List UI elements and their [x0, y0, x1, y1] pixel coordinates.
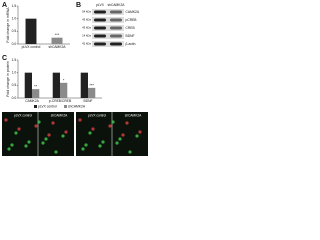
bar — [51, 37, 63, 44]
y-tick-label: 1.5 — [12, 58, 17, 62]
cell — [64, 130, 68, 134]
cell — [37, 120, 41, 124]
blot-row-label: CREB — [126, 26, 136, 30]
cell — [34, 124, 38, 128]
cell — [88, 131, 92, 135]
image-label: shCAMK2A — [125, 113, 142, 117]
blot-strip — [92, 41, 124, 47]
cell — [81, 147, 85, 151]
y-axis-label: Fold change in mRNA — [6, 7, 10, 43]
blot-size: 42 kDa — [82, 42, 91, 46]
cell — [51, 121, 55, 125]
x-tick-label: p-CREB/CREB — [49, 99, 72, 103]
blot-header: shCAMK2A — [107, 3, 125, 7]
blot-row-label: CAMK2A — [126, 10, 140, 14]
band — [94, 26, 106, 30]
cell — [10, 143, 14, 147]
band — [94, 18, 106, 22]
bar — [24, 72, 32, 98]
blot-size: 54 kDa — [82, 10, 91, 14]
cell — [47, 133, 51, 137]
y-tick-label: 0.0 — [12, 96, 17, 100]
cell — [78, 118, 82, 122]
bar — [32, 89, 40, 98]
cell — [128, 150, 132, 154]
significance: * — [63, 78, 65, 82]
cell — [98, 144, 102, 148]
cell — [7, 147, 11, 151]
bar — [25, 18, 37, 44]
significance: *** — [89, 83, 94, 87]
band — [94, 34, 106, 38]
blot-strip — [92, 33, 124, 39]
cell — [111, 120, 115, 124]
band — [94, 42, 106, 46]
y-tick-label: 1.0 — [12, 71, 17, 75]
band — [110, 34, 122, 38]
x-tick-label: BDNF — [84, 99, 93, 103]
bar — [60, 82, 68, 98]
y-tick-label: 1.5 — [12, 4, 17, 8]
legend-swatch — [64, 105, 67, 108]
y-tick-label: 0.5 — [12, 83, 17, 87]
y-tick-label: 0.5 — [12, 29, 17, 33]
cell — [101, 140, 105, 144]
y-tick-label: 0.0 — [12, 42, 17, 46]
cell — [121, 133, 125, 137]
cell — [24, 144, 28, 148]
significance: ** — [34, 85, 37, 89]
panel-label: B — [76, 2, 81, 9]
bar — [88, 87, 96, 98]
cell — [115, 141, 119, 145]
x-tick-label: CAMK2A — [25, 99, 39, 103]
cell — [125, 121, 129, 125]
cell — [138, 130, 142, 134]
blot-size: 14 kDa — [82, 34, 91, 38]
panel-label: C — [2, 55, 7, 62]
cell — [118, 137, 122, 141]
image-label: shCAMK2A — [51, 113, 68, 117]
x-tick-label: shCAMK2A — [48, 45, 66, 49]
band — [94, 10, 106, 14]
image-label: pLVX control — [88, 113, 106, 117]
blot-header: pLVX — [96, 3, 105, 7]
legend-label: shCAMK2A — [68, 104, 86, 108]
significance: *** — [55, 33, 60, 37]
cell — [4, 118, 8, 122]
cell — [54, 150, 58, 154]
band — [110, 10, 122, 14]
bar — [80, 72, 88, 98]
blot-row-label: pCREB — [126, 18, 138, 22]
cell — [91, 127, 95, 131]
panel-label: A — [2, 2, 7, 9]
blot-strip — [92, 25, 124, 31]
blot-size: 43 kDa — [82, 26, 91, 30]
image-label: pLVX control — [14, 113, 32, 117]
y-tick-label: 1.0 — [12, 17, 17, 21]
blot-size: 43 kDa — [82, 18, 91, 22]
cell — [44, 137, 48, 141]
cell — [84, 143, 88, 147]
blot-row-label: β-actin — [126, 42, 136, 46]
blot-strip — [92, 9, 124, 15]
cell — [135, 134, 139, 138]
band — [110, 42, 122, 46]
cell — [41, 141, 45, 145]
blot-strip — [92, 17, 124, 23]
x-tick-label: pLVX control — [22, 45, 41, 49]
bar — [52, 72, 60, 98]
legend-swatch — [34, 105, 37, 108]
band — [110, 26, 122, 30]
cell — [108, 124, 112, 128]
cell — [17, 127, 21, 131]
cell — [61, 134, 65, 138]
blot-row-label: BDNF — [126, 34, 135, 38]
cell — [27, 140, 31, 144]
y-axis-label: Fold change in protein — [6, 61, 10, 97]
legend-label: pLVX control — [38, 104, 57, 108]
band — [110, 18, 122, 22]
cell — [14, 131, 18, 135]
